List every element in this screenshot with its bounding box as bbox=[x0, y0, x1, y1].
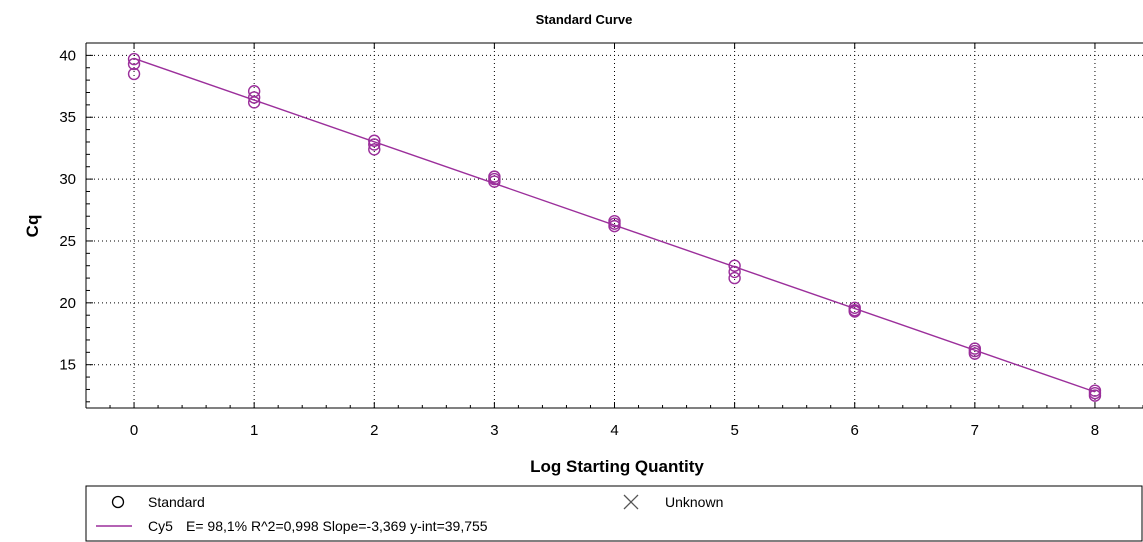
x-tick-label: 2 bbox=[370, 422, 378, 439]
data-point bbox=[968, 347, 982, 360]
data-point bbox=[247, 91, 261, 104]
data-point bbox=[728, 259, 741, 272]
ticks bbox=[85, 42, 1143, 408]
x-tick-label: 1 bbox=[250, 422, 258, 439]
y-axis-title: Cq bbox=[23, 215, 42, 238]
legend-fit-label: Cy5 bbox=[148, 518, 173, 534]
x-tick-labels: 0 1 2 3 4 5 6 7 8 bbox=[130, 422, 1099, 439]
legend-box bbox=[85, 485, 1143, 542]
y-tick-label: 20 bbox=[59, 295, 76, 312]
y-tick-label: 30 bbox=[59, 171, 76, 188]
data-points bbox=[127, 52, 1102, 402]
x-tick-label: 0 bbox=[130, 422, 138, 439]
data-point bbox=[368, 134, 381, 147]
x-tick-label: 6 bbox=[851, 422, 859, 439]
x-tick-label: 3 bbox=[490, 422, 498, 439]
grid bbox=[86, 43, 1143, 408]
data-point bbox=[368, 143, 381, 156]
chart-title: Standard Curve bbox=[536, 12, 633, 27]
x-tick-label: 5 bbox=[730, 422, 738, 439]
y-tick-label: 15 bbox=[59, 357, 76, 374]
data-point bbox=[728, 265, 741, 279]
legend-unknown-marker bbox=[623, 494, 639, 510]
data-point bbox=[728, 271, 741, 285]
y-tick-label: 35 bbox=[59, 109, 76, 126]
fit-line bbox=[133, 57, 1096, 393]
data-point bbox=[247, 96, 261, 109]
data-point bbox=[127, 57, 141, 71]
legend-unknown-label: Unknown bbox=[665, 494, 723, 510]
data-point bbox=[608, 219, 621, 233]
legend: Standard Unknown Cy5 E= 98,1% R^2=0,998 … bbox=[85, 485, 1143, 542]
x-tick-label: 4 bbox=[610, 422, 618, 439]
data-point bbox=[127, 67, 141, 81]
data-point bbox=[127, 52, 141, 66]
y-tick-label: 40 bbox=[59, 47, 76, 64]
data-point bbox=[1088, 389, 1102, 402]
x-tick-label: 7 bbox=[971, 422, 979, 439]
legend-fit-stats: E= 98,1% R^2=0,998 Slope=-3,369 y-int=39… bbox=[186, 518, 488, 534]
data-point bbox=[488, 175, 501, 188]
legend-standard-label: Standard bbox=[148, 494, 205, 510]
data-point bbox=[368, 138, 381, 151]
x-tick-label: 8 bbox=[1091, 422, 1099, 439]
data-point bbox=[1088, 386, 1102, 400]
x-axis-title: Log Starting Quantity bbox=[530, 457, 704, 476]
data-point bbox=[848, 305, 861, 318]
fit-line-layer bbox=[133, 57, 1096, 393]
legend-standard-marker bbox=[111, 495, 125, 509]
y-tick-labels: 15 20 25 30 35 40 bbox=[59, 47, 76, 373]
y-tick-label: 25 bbox=[59, 233, 76, 250]
